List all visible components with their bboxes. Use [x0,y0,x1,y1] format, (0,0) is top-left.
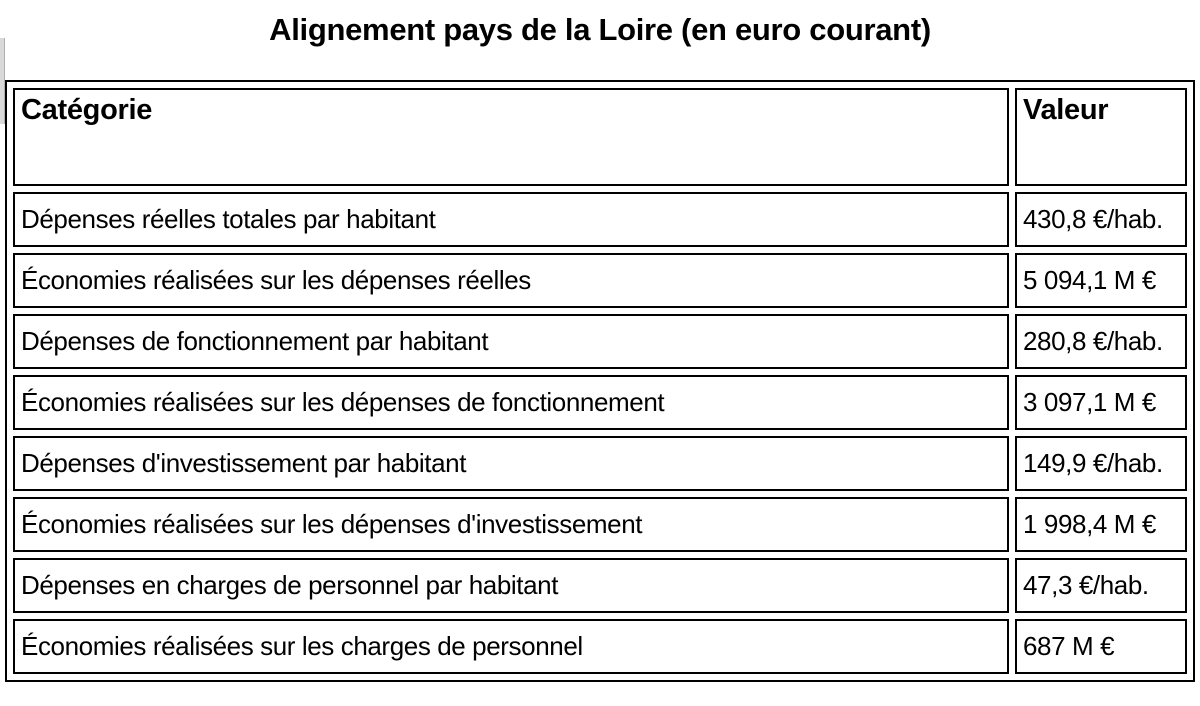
category-cell: Dépenses en charges de personnel par hab… [13,558,1009,613]
value-cell: 1 998,4 M € [1015,497,1187,552]
table-row: Économies réalisées sur les dépenses rée… [13,253,1187,308]
category-cell: Économies réalisées sur les dépenses rée… [13,253,1009,308]
value-cell: 47,3 €/hab. [1015,558,1187,613]
column-header-categorie: Catégorie [13,88,1009,186]
table-row: Économies réalisées sur les dépenses d'i… [13,497,1187,552]
value-cell: 5 094,1 M € [1015,253,1187,308]
table-row: Dépenses d'investissement par habitant 1… [13,436,1187,491]
column-header-valeur: Valeur [1015,88,1187,186]
value-cell: 149,9 €/hab. [1015,436,1187,491]
value-cell: 430,8 €/hab. [1015,192,1187,247]
table-header-row: Catégorie Valeur [13,88,1187,186]
category-cell: Économies réalisées sur les dépenses d'i… [13,497,1009,552]
value-cell: 280,8 €/hab. [1015,314,1187,369]
category-cell: Économies réalisées sur les charges de p… [13,619,1009,674]
category-cell: Dépenses de fonctionnement par habitant [13,314,1009,369]
table-row: Dépenses en charges de personnel par hab… [13,558,1187,613]
table-row: Dépenses de fonctionnement par habitant … [13,314,1187,369]
scrollbar-fragment [0,38,5,124]
value-cell: 687 M € [1015,619,1187,674]
data-table: Catégorie Valeur Dépenses réelles totale… [5,80,1195,682]
table-row: Dépenses réelles totales par habitant 43… [13,192,1187,247]
page-title: Alignement pays de la Loire (en euro cou… [269,12,931,47]
table-row: Économies réalisées sur les dépenses de … [13,375,1187,430]
table-row: Économies réalisées sur les charges de p… [13,619,1187,674]
category-cell: Dépenses réelles totales par habitant [13,192,1009,247]
category-cell: Économies réalisées sur les dépenses de … [13,375,1009,430]
category-cell: Dépenses d'investissement par habitant [13,436,1009,491]
value-cell: 3 097,1 M € [1015,375,1187,430]
